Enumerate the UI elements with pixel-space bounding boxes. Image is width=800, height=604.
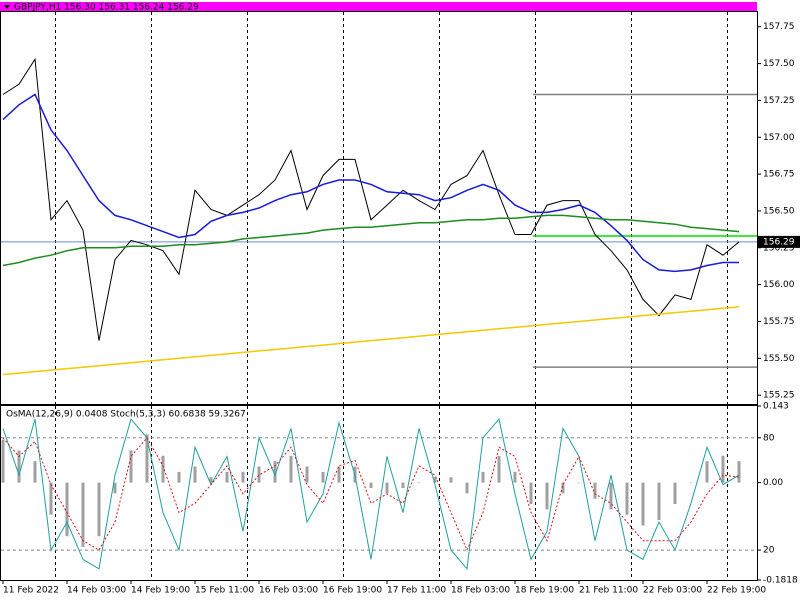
y-tick-label: 157.75	[763, 22, 795, 32]
osma-bar	[625, 482, 629, 515]
osma-bar	[593, 482, 597, 499]
osma-bar	[241, 471, 245, 483]
x-tick-label: 15 Feb 11:00	[195, 586, 254, 596]
y-tick-label: 156.00	[763, 280, 795, 290]
x-tick-label: 14 Feb 03:00	[67, 586, 126, 596]
osma-bar	[721, 455, 725, 483]
osma-bar	[177, 471, 181, 483]
osma-bar	[161, 455, 165, 483]
price-line	[2, 305, 740, 376]
osma-bar	[33, 461, 37, 483]
y-tick-label: 80	[763, 433, 775, 443]
y-tick-label: 157.50	[763, 59, 795, 69]
osma-bar	[449, 477, 453, 483]
osma-bar	[577, 482, 581, 484]
osma-bar	[705, 461, 709, 483]
osma-bar	[337, 466, 341, 483]
y-tick-label: 0.143	[763, 402, 789, 412]
y-tick-label: 155.25	[763, 391, 795, 401]
osma-bar	[321, 471, 325, 483]
osma-bar	[145, 434, 149, 483]
osma-bar	[737, 461, 741, 483]
osma-bar	[305, 466, 309, 483]
sub-title: OsMA(12,26,9) 0.0408 Stoch(5,3,3) 60.683…	[6, 410, 246, 420]
osma-bar	[225, 471, 229, 483]
y-tick-label: 155.50	[763, 354, 795, 364]
osma-bar	[97, 482, 101, 537]
y-tick-label: 20	[763, 546, 775, 556]
x-tick-label: 16 Feb 03:00	[259, 586, 318, 596]
x-tick-label: 22 Feb 03:00	[643, 586, 702, 596]
x-tick-label: 21 Feb 11:00	[579, 586, 638, 596]
main-title: GBPJPY,H1 156.30 156.31 156.24 156.29	[14, 3, 199, 13]
osma-bar	[273, 461, 277, 483]
y-tick-label: 156.50	[763, 206, 795, 216]
osma-bar	[81, 482, 85, 547]
main-panel	[0, 11, 758, 405]
osma-bar	[209, 477, 213, 483]
x-tick-label: 18 Feb 19:00	[515, 586, 574, 596]
osma-bar	[673, 482, 677, 505]
y-tick-label: -0.1818	[763, 576, 798, 586]
osma-bar	[689, 482, 693, 484]
y-tick-label: 156.75	[763, 170, 795, 180]
stoch-line	[2, 418, 740, 570]
x-tick-label: 11 Feb 2022	[3, 586, 59, 596]
osma-bar	[1, 439, 5, 483]
top-bar	[0, 2, 757, 11]
osma-bar	[497, 455, 501, 483]
osma-bar	[481, 471, 485, 483]
osma-bar	[129, 450, 133, 483]
osma-bar	[257, 466, 261, 483]
osma-bar	[561, 482, 565, 494]
osma-bar	[609, 482, 613, 510]
price-line	[2, 214, 740, 267]
y-tick-label: 155.75	[763, 317, 795, 327]
y-tick-label: 157.25	[763, 96, 795, 106]
osma-bar	[17, 450, 21, 483]
y-tick-label: 156.25	[763, 243, 795, 253]
osma-bar	[49, 482, 53, 515]
osma-bar	[369, 482, 373, 488]
osma-bar	[401, 482, 405, 488]
osma-bar	[113, 482, 117, 494]
osma-bar	[641, 482, 645, 526]
osma-bar	[433, 477, 437, 483]
x-tick-label: 18 Feb 03:00	[451, 586, 510, 596]
stoch-line	[2, 436, 740, 552]
y-tick-label: 0.00	[763, 478, 783, 488]
y-tick-label: 157.00	[763, 133, 795, 143]
last-price-box	[758, 235, 800, 248]
day-separators	[55, 12, 728, 580]
osma-bar	[513, 471, 517, 483]
osma-bar	[417, 482, 421, 484]
osma-bar	[193, 466, 197, 483]
x-tick-label: 14 Feb 19:00	[131, 586, 190, 596]
last-price-label: 156.29	[763, 237, 795, 247]
osma-bar	[529, 482, 533, 505]
price-line	[2, 93, 739, 273]
x-tick-label: 17 Feb 11:00	[387, 586, 446, 596]
osma-bar	[545, 482, 549, 510]
x-tick-label: 22 Feb 19:00	[707, 586, 766, 596]
x-tick-label: 16 Feb 19:00	[323, 586, 382, 596]
osma-bar	[657, 482, 661, 521]
symbol-arrow	[4, 5, 10, 9]
sub-panel	[0, 405, 758, 581]
osma-bar	[289, 455, 293, 483]
osma-bar	[385, 482, 389, 494]
osma-bar	[465, 482, 469, 494]
osma-bar	[65, 482, 69, 537]
